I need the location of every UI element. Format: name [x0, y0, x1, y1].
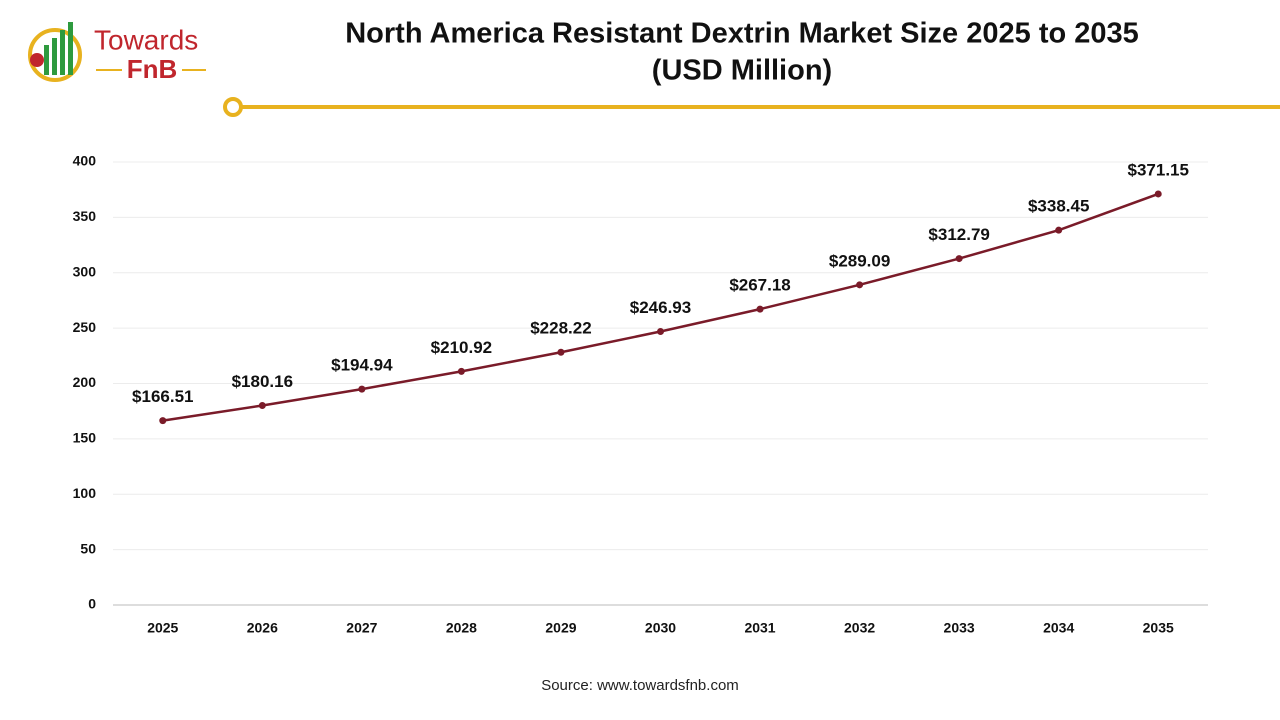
data-label: $289.09	[829, 251, 890, 270]
logo-bar	[68, 22, 73, 75]
x-tick-label: 2030	[645, 620, 676, 636]
y-tick-label: 250	[73, 319, 97, 335]
x-tick-label: 2028	[446, 620, 477, 636]
y-tick-label: 300	[73, 263, 97, 279]
logo-bar	[60, 30, 65, 75]
y-tick-label: 400	[73, 153, 97, 169]
logo-bar	[44, 45, 49, 75]
data-point	[856, 281, 864, 289]
data-label: $246.93	[630, 298, 691, 317]
data-label: $210.92	[431, 338, 492, 357]
data-point	[1055, 226, 1063, 234]
data-point	[657, 328, 664, 336]
x-tick-label: 2034	[1043, 620, 1074, 636]
logo-bar	[52, 38, 57, 75]
data-label: $180.16	[232, 372, 293, 391]
data-point	[557, 348, 565, 356]
x-tick-label: 2025	[147, 620, 178, 636]
data-label: $338.45	[1028, 197, 1089, 216]
data-point	[258, 401, 266, 409]
data-label: $228.22	[530, 319, 591, 338]
data-label: $267.18	[729, 276, 790, 295]
logo-ring	[28, 28, 82, 82]
y-tick-label: 200	[73, 374, 97, 390]
x-tick-label: 2027	[346, 620, 377, 636]
y-tick-label: 350	[73, 208, 97, 224]
data-point	[955, 255, 963, 263]
logo-text: FnB	[127, 54, 178, 84]
source: Source: www.towardsfnb.com	[541, 677, 739, 694]
logo-dot	[30, 53, 44, 67]
data-point	[358, 385, 366, 393]
chart-title: North America Resistant Dextrin Market S…	[345, 18, 1139, 50]
y-tick-label: 50	[80, 540, 96, 556]
logo: Towards FnB	[28, 22, 206, 84]
y-tick-label: 0	[88, 596, 96, 612]
x-tick-label: 2026	[247, 620, 278, 636]
divider-dot	[223, 97, 243, 117]
data-point	[756, 305, 764, 313]
x-tick-label: 2029	[545, 620, 576, 636]
x-tick-label: 2032	[844, 620, 875, 636]
data-label: $371.15	[1128, 160, 1189, 179]
data-label: $194.94	[331, 356, 393, 375]
y-tick-label: 150	[73, 430, 97, 446]
chart-subtitle: (USD Million)	[652, 55, 832, 87]
data-label: $166.51	[132, 387, 193, 406]
data-point	[159, 417, 167, 425]
data-label: $312.79	[928, 225, 989, 244]
logo-text: Towards	[94, 24, 198, 55]
x-tick-label: 2031	[744, 620, 775, 636]
x-tick-label: 2033	[944, 620, 975, 636]
y-tick-label: 100	[73, 485, 97, 501]
data-point	[457, 367, 465, 375]
data-point	[1154, 190, 1162, 198]
x-tick-label: 2035	[1143, 620, 1174, 636]
